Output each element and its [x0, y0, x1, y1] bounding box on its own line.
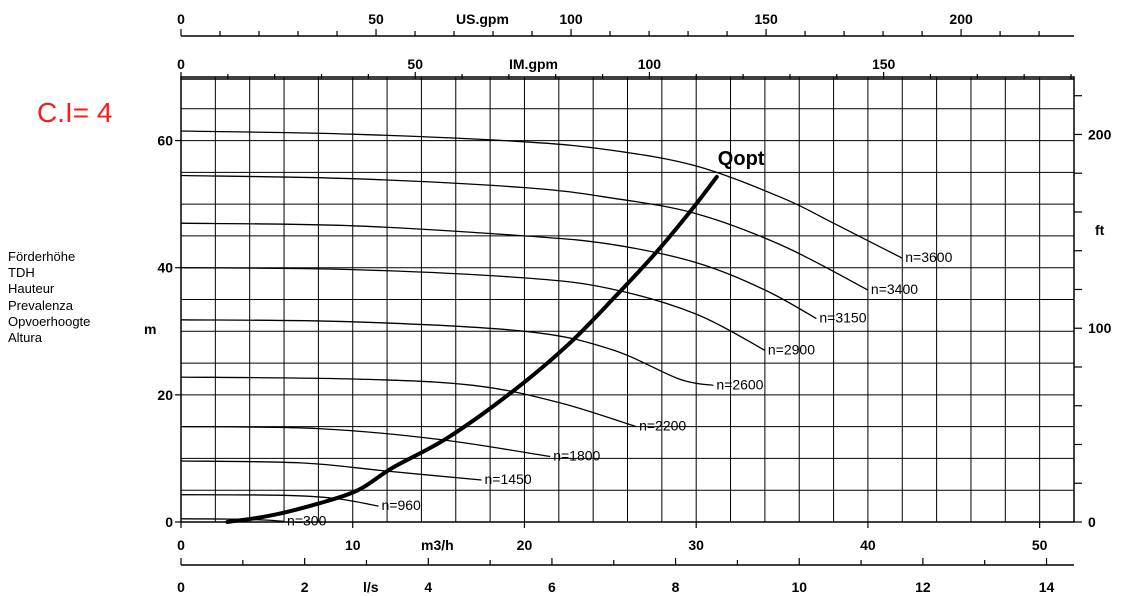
qopt-curve	[225, 174, 719, 524]
x-axis-ls-label: l/s	[363, 579, 379, 595]
y-axis-m-label: m	[144, 321, 156, 337]
speed-curve	[180, 267, 766, 351]
speed-curve-label: n=3150	[819, 310, 866, 326]
imgpm-tick-label: 0	[177, 56, 185, 72]
head-label-nl: Opvoerhoogte	[8, 313, 91, 329]
head-label-it: Prevalenza	[8, 297, 74, 313]
m-tick-label: 0	[165, 514, 173, 530]
usgpm-tick-label: 50	[368, 11, 384, 27]
speed-curve-label: n=300	[287, 512, 327, 528]
m3h-tick-label: 50	[1032, 537, 1048, 553]
speed-curve-label: n=2600	[716, 376, 763, 392]
m3h-tick-label: 30	[688, 537, 704, 553]
head-label-fr: Hauteur	[8, 281, 55, 297]
x-axis-m3h-label: m3/h	[421, 537, 454, 553]
usgpm-tick-label: 200	[949, 11, 973, 27]
imgpm-tick-label: 150	[872, 56, 896, 72]
speed-curve	[180, 376, 637, 428]
ls-tick-label: 4	[424, 579, 432, 595]
speed-curve-label: n=3400	[871, 281, 918, 297]
usgpm-tick-label: 100	[559, 11, 583, 27]
head-label-list: Förderhöhe TDH Hauteur Prevalenza Opvoer…	[8, 249, 90, 346]
speed-curve-label: n=2900	[768, 341, 815, 357]
speed-curve-label: n=960	[381, 497, 421, 513]
ft-tick-label: 200	[1088, 126, 1112, 142]
usgpm-tick-label: 150	[754, 11, 778, 27]
ls-tick-label: 14	[1039, 579, 1055, 595]
speed-curve-label: n=2200	[639, 418, 686, 434]
speed-curve	[180, 319, 714, 386]
qopt-label: Qopt	[718, 148, 765, 170]
speed-curve	[180, 174, 869, 291]
speed-curve	[180, 494, 379, 507]
axis-ticks	[175, 29, 1082, 565]
qopt-curve-group	[225, 174, 719, 524]
head-label-de: Förderhöhe	[8, 249, 76, 264]
speed-curve	[180, 425, 551, 458]
usgpm-tick-label: 0	[177, 11, 185, 27]
chart-frame	[180, 35, 1075, 566]
ft-tick-label: 0	[1088, 514, 1096, 530]
m-tick-label: 60	[157, 133, 173, 149]
speed-curve-label: n=1450	[485, 471, 532, 487]
ls-tick-label: 12	[915, 579, 931, 595]
speed-curve	[180, 130, 903, 259]
ci-annotation: C.I= 4	[37, 97, 112, 128]
ls-tick-label: 6	[548, 579, 556, 595]
ft-tick-label: 100	[1088, 320, 1112, 336]
speed-curve	[180, 460, 482, 481]
head-label-es: Altura	[8, 330, 42, 346]
m-tick-label: 20	[157, 387, 173, 403]
head-label-en: TDH	[8, 265, 35, 281]
y-axis-ft-label: ft	[1095, 222, 1105, 238]
m-tick-label: 40	[157, 260, 173, 276]
speed-curves	[180, 130, 903, 523]
ls-tick-label: 2	[301, 579, 309, 595]
ls-tick-label: 10	[791, 579, 807, 595]
imgpm-tick-label: 100	[638, 56, 662, 72]
m3h-tick-label: 0	[177, 537, 185, 553]
chart-grid	[181, 77, 1074, 522]
speed-curve-label: n=1800	[553, 448, 600, 464]
imgpm-tick-label: 50	[407, 56, 423, 72]
m3h-tick-label: 40	[860, 537, 876, 553]
m3h-tick-label: 20	[517, 537, 533, 553]
ls-tick-label: 0	[177, 579, 185, 595]
speed-curve	[180, 222, 817, 320]
speed-curve-label: n=3600	[905, 249, 952, 265]
m3h-tick-label: 10	[345, 537, 361, 553]
plot-border	[180, 76, 1075, 523]
us-gpm-axis-label: US.gpm	[456, 11, 509, 27]
im-gpm-axis-label: IM.gpm	[509, 56, 558, 72]
ls-tick-label: 8	[672, 579, 680, 595]
